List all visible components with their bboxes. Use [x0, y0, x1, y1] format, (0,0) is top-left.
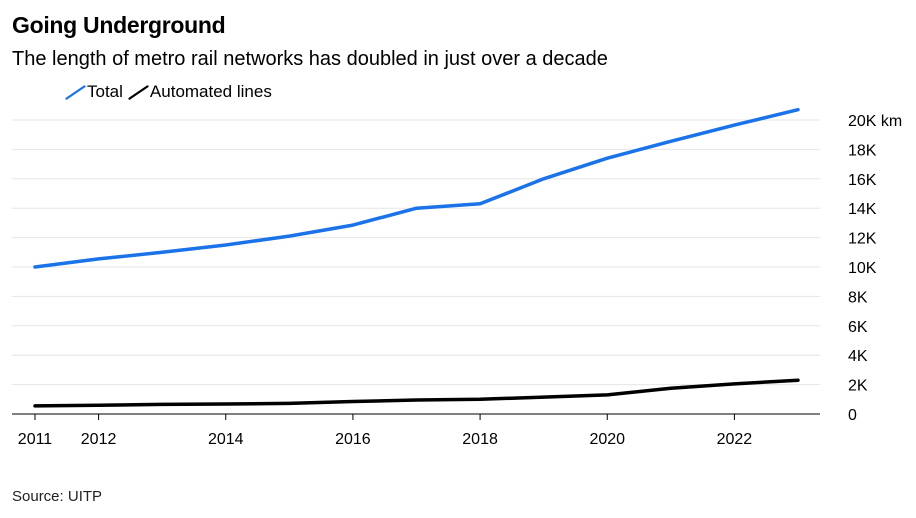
x-tick-label: 2020: [589, 431, 625, 448]
x-tick-label: 2012: [81, 431, 117, 448]
legend-entry-automated: Automated lines: [127, 82, 272, 102]
y-tick-label: 16K: [848, 172, 877, 189]
y-tick-label: 12K: [848, 231, 877, 248]
y-tick-label: 10K: [848, 260, 877, 277]
x-tick-label: 2016: [335, 431, 371, 448]
series-line-automated-lines: [33, 378, 800, 408]
y-tick-label: 0: [848, 407, 857, 424]
legend-label-total: Total: [87, 82, 123, 101]
x-tick-label: 2011: [18, 431, 53, 448]
y-tick-label: 18K: [848, 142, 877, 159]
source-note: Source: UITP: [12, 488, 103, 505]
chart-title: Going Underground: [12, 12, 226, 38]
y-tick-label: 2K: [848, 378, 868, 395]
chart-subtitle: The length of metro rail networks has do…: [12, 48, 608, 70]
legend-label-automated: Automated lines: [149, 82, 272, 101]
y-tick-label: 8K: [848, 289, 868, 306]
legend-entry-total: Total: [65, 82, 123, 102]
y-tick-label: 20K km: [848, 113, 902, 130]
y-tick-label: 4K: [848, 348, 868, 365]
y-tick-label: 14K: [848, 201, 877, 218]
x-tick-label: 2022: [717, 431, 753, 448]
x-tick-label: 2018: [462, 431, 498, 448]
series-line-total: [33, 107, 800, 269]
y-tick-label: 6K: [848, 319, 868, 336]
legend: Total Automated lines: [65, 82, 286, 102]
x-tick-label: 2014: [208, 431, 244, 448]
